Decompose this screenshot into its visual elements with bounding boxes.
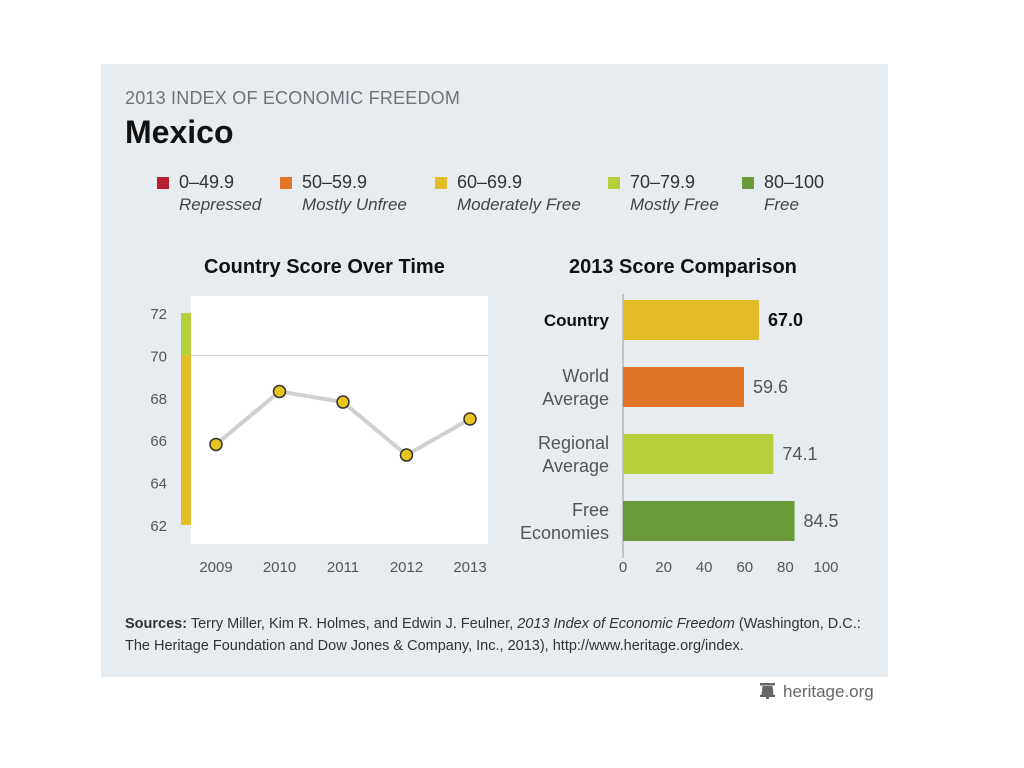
x-tick-label: 20 xyxy=(655,559,672,576)
bar xyxy=(623,434,774,474)
scale-bar-segment xyxy=(181,355,191,525)
score-comparison-chart: Country 67.0 World Average 59.6 Regional Avera… xyxy=(520,294,839,576)
bar-chart-title: 2013 Score Comparison xyxy=(569,256,797,278)
bell-icon xyxy=(760,683,775,699)
category-label: Country xyxy=(544,311,610,330)
brand-footer: heritage.org xyxy=(760,682,874,702)
legend-range: 60–69.9 xyxy=(457,172,523,192)
category-label: Average xyxy=(542,456,609,476)
y-tick-label: 72 xyxy=(150,306,167,323)
sources-title: 2013 Index of Economic Freedom xyxy=(517,616,735,632)
legend-swatch xyxy=(157,177,169,189)
y-tick-label: 62 xyxy=(150,518,167,535)
y-tick-label: 66 xyxy=(150,433,167,450)
x-tick-label: 2010 xyxy=(263,559,296,576)
x-tick-label: 40 xyxy=(696,559,713,576)
category-label: Economies xyxy=(520,523,609,543)
x-tick-label: 100 xyxy=(813,559,838,576)
overline-title: 2013 INDEX OF ECONOMIC FREEDOM xyxy=(125,88,461,108)
legend-label: Repressed xyxy=(179,195,262,214)
legend-swatch xyxy=(435,177,447,189)
legend-swatch xyxy=(608,177,620,189)
value-label: 74.1 xyxy=(782,444,817,464)
y-tick-label: 64 xyxy=(150,476,167,493)
brand-text: heritage.org xyxy=(783,682,874,701)
x-tick-label: 2012 xyxy=(390,559,423,576)
sources-authors: Terry Miller, Kim R. Holmes, and Edwin J… xyxy=(190,616,514,632)
data-point xyxy=(463,412,477,426)
legend-label: Free xyxy=(764,195,799,214)
sources-label: Sources: xyxy=(125,616,188,632)
category-label: Average xyxy=(542,389,609,409)
sources-rest: (Washington, D.C.: The Heritage Foundati… xyxy=(125,616,861,654)
data-point xyxy=(272,384,287,399)
legend-label: Mostly Unfree xyxy=(302,195,407,214)
legend-swatch xyxy=(742,177,754,189)
x-tick-label: 60 xyxy=(736,559,753,576)
legend-label: Moderately Free xyxy=(457,195,581,214)
legend-range: 50–59.9 xyxy=(302,172,368,192)
x-tick-label: 2009 xyxy=(199,559,232,576)
data-point xyxy=(399,448,414,462)
category-label: Free xyxy=(572,500,609,520)
category-label: Regional xyxy=(538,433,609,453)
bar xyxy=(623,367,744,407)
scale-bar-segment xyxy=(181,313,191,356)
legend-range: 80–100 xyxy=(764,172,825,192)
x-tick-label: 0 xyxy=(619,559,627,576)
score-over-time-chart: 62 64 66 68 70 72 2009 2010 2011 2012 2013 xyxy=(150,296,488,576)
legend-label: Mostly Free xyxy=(630,195,719,214)
data-point xyxy=(336,395,350,409)
infographic-panel: 2013 INDEX OF ECONOMIC FREEDOM Mexico 0–… xyxy=(101,64,888,677)
country-title: Mexico xyxy=(125,114,234,150)
bar xyxy=(623,501,795,541)
value-label: 67.0 xyxy=(768,310,803,330)
x-tick-label: 2011 xyxy=(327,559,359,576)
y-tick-label: 68 xyxy=(150,391,167,408)
legend-swatch xyxy=(280,177,292,189)
legend-range: 0–49.9 xyxy=(179,172,235,192)
y-tick-label: 70 xyxy=(150,348,167,365)
x-tick-label: 2013 xyxy=(453,559,486,576)
sources-note: Sources: Terry Miller, Kim R. Holmes, an… xyxy=(125,613,875,657)
value-label: 59.6 xyxy=(753,377,788,397)
category-label: World xyxy=(562,366,609,386)
line-chart-title: Country Score Over Time xyxy=(204,256,445,278)
legend-range: 70–79.9 xyxy=(630,172,696,192)
plot-area xyxy=(191,296,488,544)
bar xyxy=(623,300,760,340)
x-tick-label: 80 xyxy=(777,559,794,576)
value-label: 84.5 xyxy=(804,511,839,531)
data-point xyxy=(209,437,223,452)
